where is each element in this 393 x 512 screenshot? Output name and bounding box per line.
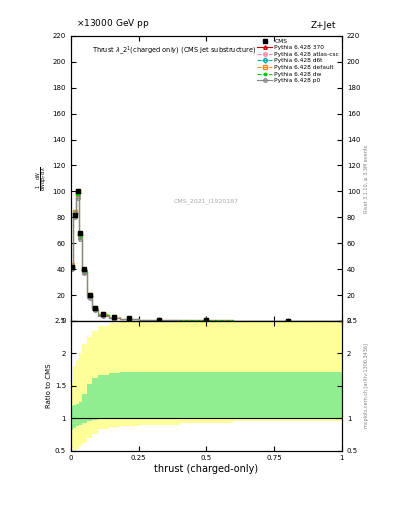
Y-axis label: $\frac{1}{\mathrm{d}N}\frac{\mathrm{d}N}{\mathrm{d}p_T\,\mathrm{d}\lambda}$: $\frac{1}{\mathrm{d}N}\frac{\mathrm{d}N}… [34,166,50,191]
Text: mcplots.cern.ch [arXiv:1306.3436]: mcplots.cern.ch [arXiv:1306.3436] [364,344,369,428]
X-axis label: thrust (charged-only): thrust (charged-only) [154,464,258,474]
CMS [70,264,74,270]
CMS [204,317,209,324]
Text: CMS_2021_I1920187: CMS_2021_I1920187 [174,198,239,204]
Text: $\times$13000 GeV pp: $\times$13000 GeV pp [76,17,150,30]
CMS [87,292,92,298]
CMS [285,317,290,324]
CMS [78,230,83,236]
Line: CMS: CMS [70,189,290,323]
CMS [82,266,86,272]
Y-axis label: Ratio to CMS: Ratio to CMS [46,364,52,408]
CMS [101,311,106,317]
Text: Thrust $\lambda\_2^1$(charged only) (CMS jet substructure): Thrust $\lambda\_2^1$(charged only) (CMS… [92,45,256,57]
CMS [127,315,131,322]
Text: Z+Jet: Z+Jet [311,21,336,30]
CMS [93,305,97,311]
CMS [156,316,161,323]
CMS [75,188,80,195]
CMS [72,211,77,218]
Legend: CMS, Pythia 6.428 370, Pythia 6.428 atlas-csc, Pythia 6.428 d6t, Pythia 6.428 de: CMS, Pythia 6.428 370, Pythia 6.428 atla… [255,36,342,86]
CMS [112,314,116,320]
Text: Rivet 3.1.10, ≥ 3.3M events: Rivet 3.1.10, ≥ 3.3M events [364,144,369,212]
